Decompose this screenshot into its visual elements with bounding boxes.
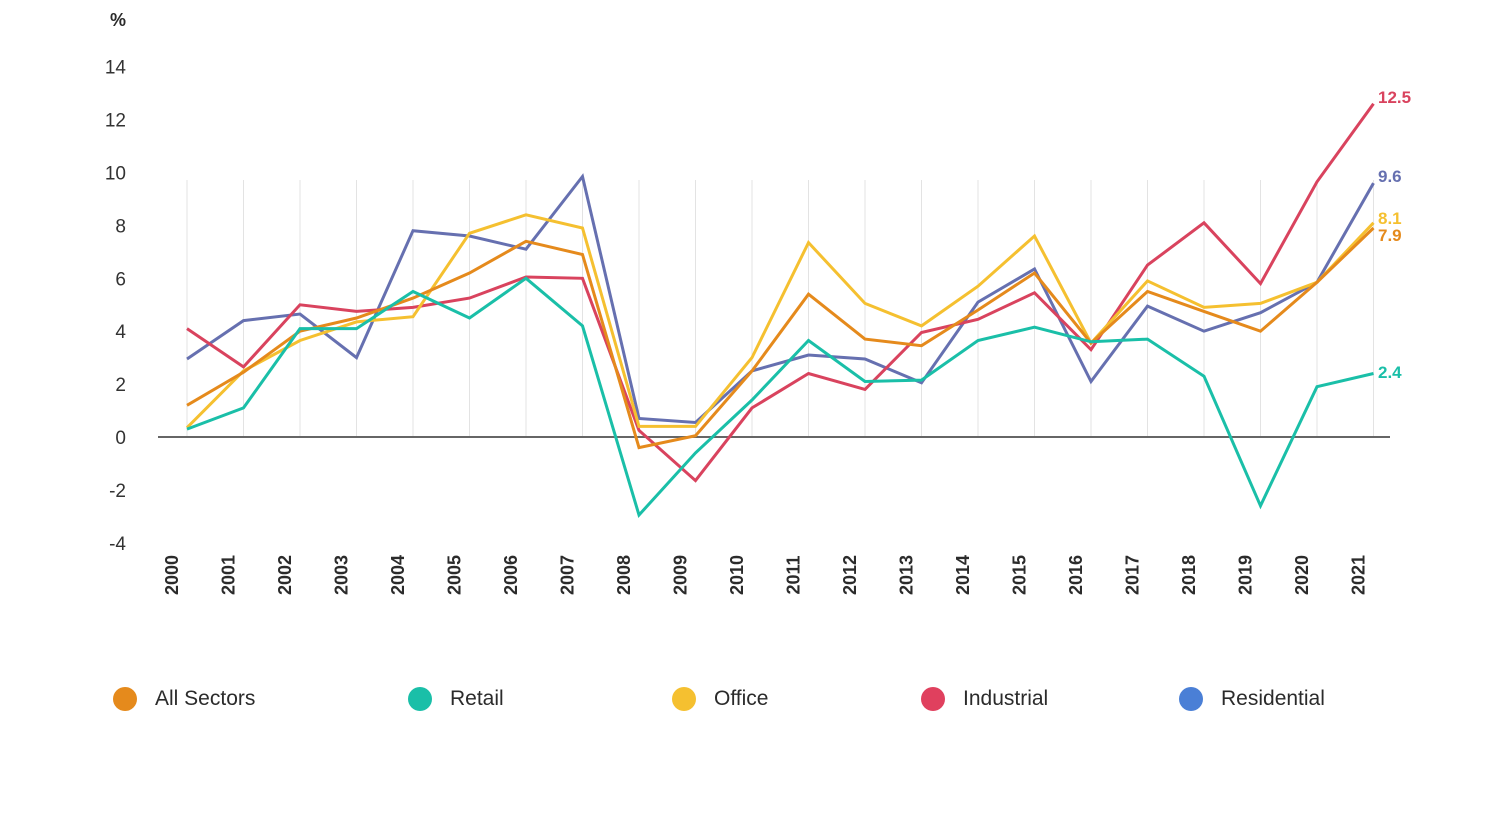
y-tick-label: 4 [115,322,126,343]
x-tick-label-2015: 2015 [1010,555,1030,595]
x-tick-label-2017: 2017 [1123,555,1143,595]
series-line-industrial [186,102,1375,483]
x-tick-label-2008: 2008 [614,555,634,595]
end-label-office: 8.1 [1378,209,1402,228]
y-tick-label: 8 [115,216,126,237]
x-tick-label-2010: 2010 [727,555,747,595]
end-label-retail: 2.4 [1378,363,1402,382]
y-tick-label: 0 [115,428,126,449]
legend-label: Residential [1221,687,1325,710]
series-line-all-sectors [186,226,1375,450]
end-label-industrial: 12.5 [1378,88,1411,107]
legend-item-office: Office [672,684,768,714]
x-tick-label-2011: 2011 [784,555,804,594]
legend-label: Office [714,687,769,710]
x-tick-label-2004: 2004 [388,555,408,595]
legend-dot-icon [113,687,137,711]
series-line-office [185,213,1375,429]
legend-item-residential: Residential [1179,684,1325,714]
y-tick-label: 10 [105,164,126,185]
x-tick-label-2016: 2016 [1066,555,1086,595]
y-tick-label: 6 [115,269,126,290]
x-tick-label-2019: 2019 [1236,555,1256,595]
y-tick-label: -2 [109,481,126,502]
y-axis: % 14 12 10 8 6 4 2 0 -2 -4 [105,10,127,555]
x-tick-label-2000: 2000 [162,555,182,595]
series-line-residential [186,173,1375,425]
end-value-labels: 9.6 12.5 8.17.9 2.4 [1378,88,1411,382]
end-label-all-sectors: 7.9 [1378,226,1402,245]
x-tick-label-2021: 2021 [1349,555,1369,595]
legend-item-all-sectors: All Sectors [113,684,255,714]
x-axis: 2000 2001 2002 2003 2004 2005 2006 2007 2008 2009… [162,555,1369,595]
legend-label: Industrial [963,687,1049,710]
x-tick-label-2002: 2002 [275,555,295,595]
y-tick-label: 14 [105,58,127,79]
x-tick-label-2001: 2001 [219,555,239,595]
legend-label: All Sectors [155,687,256,710]
legend-item-industrial: Industrial [921,684,1048,714]
x-tick-label-2007: 2007 [558,555,578,595]
y-tick-label: 2 [115,375,126,396]
x-tick-label-2006: 2006 [501,555,521,595]
series-line-retail [186,276,1374,518]
x-tick-label-2020: 2020 [1292,555,1312,595]
x-tick-label-2018: 2018 [1179,555,1199,595]
x-tick-label-2003: 2003 [332,555,352,595]
x-tick-label-2013: 2013 [897,555,917,595]
legend-dot-icon [1179,687,1203,711]
legend-dot-icon [921,687,945,711]
legend-item-retail: Retail [408,684,504,714]
x-tick-label-2009: 2009 [671,555,691,595]
y-axis-unit-label: % [110,10,126,30]
end-label-residential: 9.6 [1378,167,1402,186]
legend-label: Retail [450,687,504,710]
legend: All Sectors Retail Office Industrial Res… [0,684,1487,714]
x-tick-label-2005: 2005 [445,555,465,595]
series-lines [185,102,1375,518]
y-tick-label: -4 [109,534,126,555]
legend-dot-icon [672,687,696,711]
x-tick-label-2014: 2014 [953,555,973,595]
x-tick-label-2012: 2012 [840,555,860,595]
y-tick-label: 12 [105,111,126,132]
legend-dot-icon [408,687,432,711]
